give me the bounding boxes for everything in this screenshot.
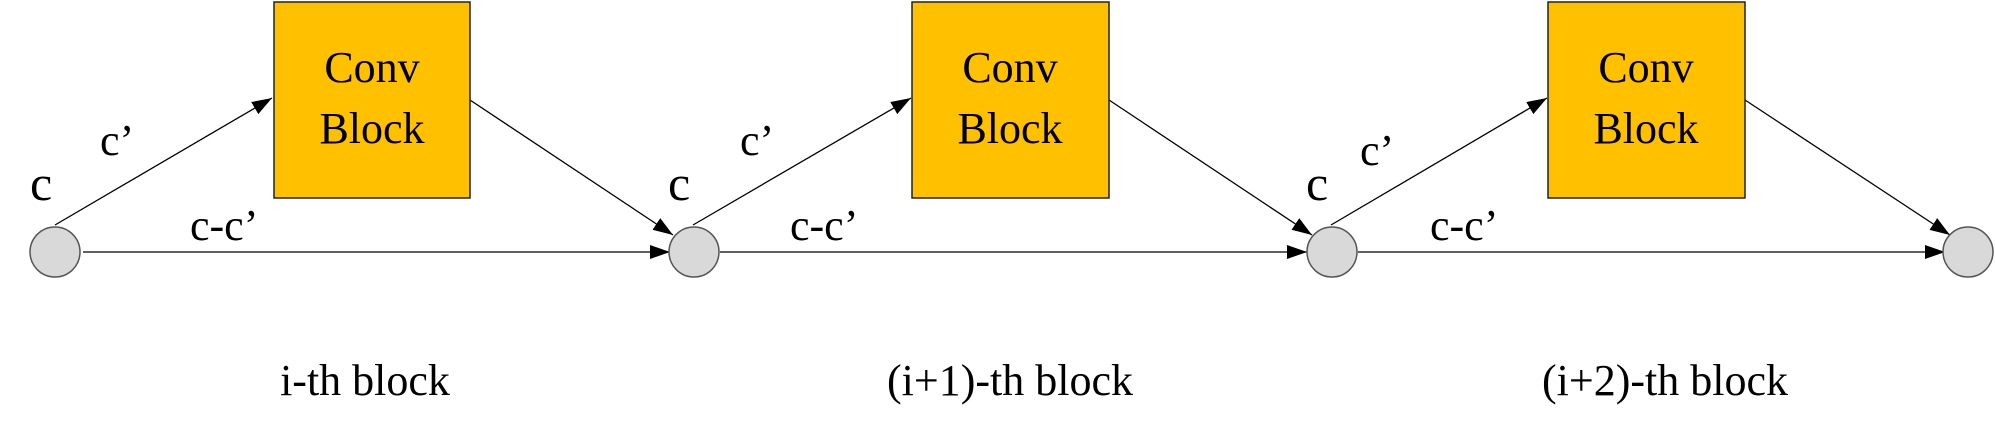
branch-arrow-3 (1330, 97, 1548, 226)
skip-label-1: c-c’ (190, 201, 258, 250)
skip-label-3: c-c’ (1430, 201, 1498, 250)
caption-3: (i+2)-th block (1542, 356, 1788, 405)
input-label-3: c (1306, 155, 1328, 211)
node-3 (1306, 226, 1358, 278)
conv-block-1-line2: Block (319, 104, 424, 153)
conv-block-2-line2: Block (957, 104, 1062, 153)
skip-label-2: c-c’ (790, 201, 858, 250)
input-label-1: c (30, 155, 52, 211)
node-2 (668, 226, 720, 278)
caption-2: (i+1)-th block (887, 356, 1133, 405)
conv-block-3 (1547, 1, 1746, 199)
output-node (1942, 226, 1994, 278)
block-2: Conv Block c c’ c-c’ (i+1)-th block (668, 1, 1313, 405)
input-label-2: c (668, 155, 690, 211)
caption-1: i-th block (280, 356, 450, 405)
branch-arrow-2 (692, 97, 912, 226)
merge-arrow-2 (1108, 99, 1313, 236)
branch-label-3: c’ (1360, 126, 1394, 175)
conv-block-2-line1: Conv (962, 43, 1057, 92)
branch-arrow-1 (54, 97, 273, 226)
merge-arrow-3 (1744, 99, 1951, 236)
branch-label-2: c’ (740, 116, 774, 165)
branch-label-1: c’ (100, 116, 134, 165)
block-3: Conv Block c c’ c-c’ (i+2)-th block (1306, 1, 1951, 405)
input-node-1 (29, 226, 81, 278)
conv-block-3-line1: Conv (1598, 43, 1693, 92)
merge-arrow-1 (469, 99, 674, 236)
conv-block-2 (911, 1, 1110, 199)
conv-block-3-line2: Block (1593, 104, 1698, 153)
conv-block-1-line1: Conv (324, 43, 419, 92)
conv-block-1 (273, 1, 471, 199)
block-1: Conv Block c c’ c-c’ i-th block (29, 1, 674, 405)
